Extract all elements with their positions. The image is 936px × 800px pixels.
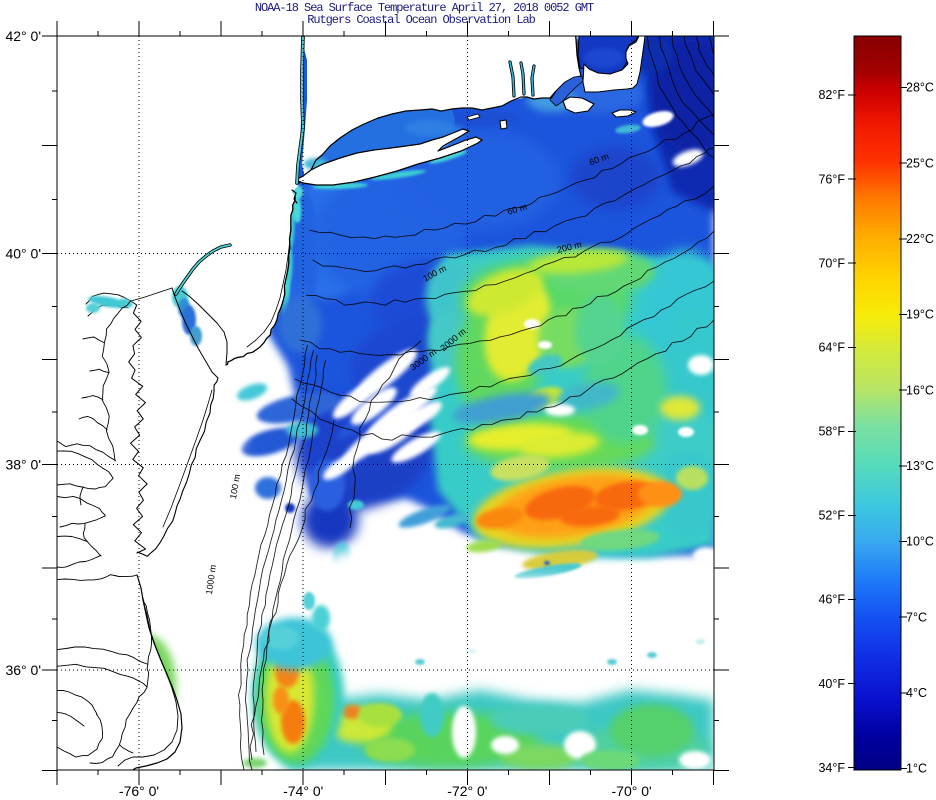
svg-text:-70° 0': -70° 0' [612,783,652,799]
svg-text:76°F: 76°F [818,172,845,186]
svg-text:70°F: 70°F [818,256,845,270]
svg-text:1000 m: 1000 m [204,564,218,595]
svg-text:4°C: 4°C [906,686,927,700]
svg-text:40°F: 40°F [818,677,845,691]
svg-text:52°F: 52°F [818,509,845,523]
svg-text:38° 0': 38° 0' [5,457,41,473]
svg-text:42° 0': 42° 0' [5,28,41,44]
svg-text:40° 0': 40° 0' [5,245,41,261]
svg-text:16°C: 16°C [906,383,934,397]
svg-text:36° 0': 36° 0' [5,662,41,678]
svg-text:1°C: 1°C [906,762,927,776]
svg-text:58°F: 58°F [818,425,845,439]
svg-text:82°F: 82°F [818,88,845,102]
svg-text:22°C: 22°C [906,232,934,246]
svg-text:13°C: 13°C [906,459,934,473]
svg-text:-74° 0': -74° 0' [283,783,323,799]
svg-text:100 m: 100 m [228,473,242,499]
svg-text:19°C: 19°C [906,308,934,322]
svg-text:25°C: 25°C [906,156,934,170]
svg-text:10°C: 10°C [906,535,934,549]
svg-text:Rutgers Coastal Ocean Observat: Rutgers Coastal Ocean Observation Lab [307,13,535,27]
svg-text:46°F: 46°F [818,593,845,607]
svg-text:-76° 0': -76° 0' [119,783,159,799]
svg-text:NOAA-18 Sea Surface Temperatur: NOAA-18 Sea Surface Temperature April 27… [255,1,594,15]
svg-text:7°C: 7°C [906,610,927,624]
svg-text:-72° 0': -72° 0' [447,783,487,799]
svg-text:34°F: 34°F [818,761,845,775]
svg-text:28°C: 28°C [906,81,934,95]
svg-text:64°F: 64°F [818,341,845,355]
